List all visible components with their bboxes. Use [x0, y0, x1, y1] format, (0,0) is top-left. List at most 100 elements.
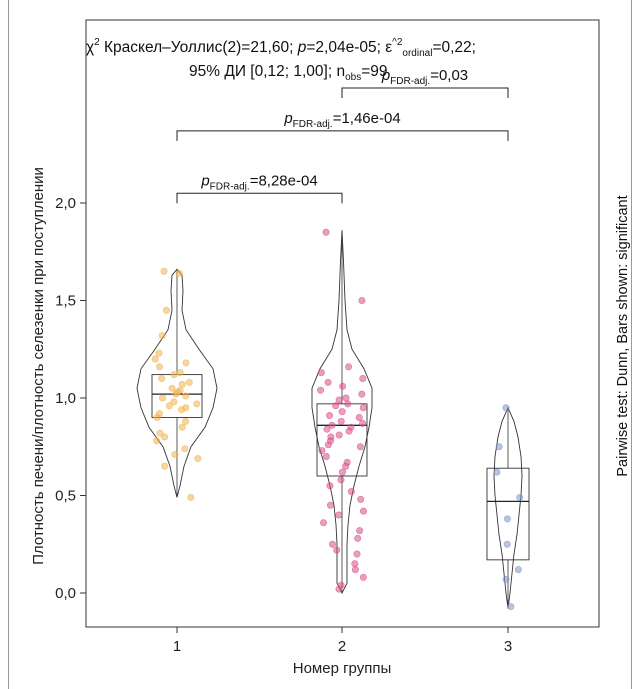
data-point-group-1: [158, 332, 166, 340]
figure-frame: [8, 0, 632, 689]
data-point-group-2: [342, 394, 350, 402]
data-point-group-2: [351, 566, 359, 574]
data-point-group-2: [333, 546, 341, 554]
data-point-group-2: [318, 447, 326, 455]
data-point-group-2: [339, 382, 347, 390]
data-point-group-3: [502, 575, 510, 583]
box-group-3: [486, 467, 530, 561]
data-point-group-2: [356, 443, 364, 451]
significance-bracket-2-3: [341, 87, 509, 98]
data-point-group-1: [162, 306, 170, 314]
data-point-group-1: [161, 462, 169, 470]
data-point-group-1: [182, 359, 190, 367]
data-point-group-2: [359, 404, 367, 412]
data-point-group-2: [335, 585, 343, 593]
data-point-group-3: [503, 540, 511, 548]
data-point-group-2: [355, 413, 363, 421]
data-point-group-1: [153, 437, 161, 445]
data-point-group-2: [345, 427, 353, 435]
data-point-group-2: [347, 488, 355, 496]
y-tick-label-3: 1,5: [55, 293, 76, 310]
data-point-group-2: [324, 378, 332, 386]
data-point-group-1: [176, 369, 184, 377]
y-axis-label: Плотность печени/плотность селезенки при…: [30, 167, 47, 565]
x-tick-label-1: 1: [173, 638, 181, 655]
data-point-group-2: [337, 417, 345, 425]
data-point-group-2: [345, 363, 353, 371]
data-point-group-2: [357, 495, 365, 503]
data-point-group-1: [160, 267, 168, 275]
significance-bracket-1-2: [176, 192, 343, 204]
data-point-group-2: [356, 527, 364, 535]
data-point-group-1: [175, 269, 183, 277]
chart-title-line1: χ2 Краскел–Уоллис(2)=21,60; p=2,04e-05; …: [86, 37, 476, 59]
data-point-group-2: [335, 431, 343, 439]
data-point-group-2: [359, 419, 367, 427]
data-point-group-1: [153, 413, 161, 421]
data-point-group-1: [185, 378, 193, 386]
data-point-group-2: [326, 482, 334, 490]
data-point-group-2: [359, 374, 367, 382]
x-axis-label: Номер группы: [293, 660, 392, 677]
chart-title-line2: 95% ДИ [0,12; 1,00]; nobs=99: [189, 63, 388, 83]
data-point-group-1: [161, 433, 169, 441]
data-point-group-1: [194, 454, 202, 462]
significance-label-1-2: pFDR-adj.=8,28e-04: [200, 172, 317, 192]
data-point-group-2: [342, 462, 350, 470]
data-point-group-1: [158, 394, 166, 402]
box-group-2: [316, 403, 368, 477]
data-point-group-1: [177, 406, 185, 414]
data-point-group-1: [155, 349, 163, 357]
data-point-group-2: [354, 534, 362, 542]
data-point-group-2: [317, 369, 325, 377]
data-point-group-3: [503, 515, 511, 523]
data-point-group-2: [335, 511, 343, 519]
significance-label-2-3: pFDR-adj.=0,03: [381, 67, 468, 87]
data-point-group-3: [516, 493, 524, 501]
data-point-group-2: [358, 390, 366, 398]
data-point-group-1: [170, 371, 178, 379]
data-point-group-1: [168, 384, 176, 392]
data-point-group-1: [193, 400, 201, 408]
data-point-group-2: [324, 441, 332, 449]
data-point-group-2: [338, 468, 346, 476]
y-tick-label-1: 0,5: [55, 488, 76, 505]
y-tick-label-2: 1,0: [55, 390, 76, 407]
data-point-group-3: [507, 603, 515, 611]
y-tick-label-0: 0,0: [55, 585, 76, 602]
x-tick-label-2: 2: [338, 638, 346, 655]
side-caption: Pairwise test: Dunn, Bars shown: signifi…: [615, 195, 631, 476]
data-point-group-2: [328, 421, 336, 429]
data-point-group-2: [335, 396, 343, 404]
data-point-group-1: [178, 380, 186, 388]
data-point-group-3: [495, 443, 503, 451]
data-point-group-3: [502, 404, 510, 412]
data-point-group-2: [353, 550, 361, 558]
data-point-group-3: [514, 566, 522, 574]
data-point-group-2: [323, 425, 331, 433]
significance-bracket-1-3: [176, 130, 509, 141]
data-point-group-2: [317, 386, 325, 394]
data-point-group-2: [322, 452, 330, 460]
data-point-group-1: [187, 493, 195, 501]
data-point-group-2: [338, 408, 346, 416]
data-point-group-2: [344, 400, 352, 408]
data-point-group-2: [322, 228, 330, 236]
data-point-group-1: [172, 390, 180, 398]
data-point-group-1: [165, 402, 173, 410]
data-point-group-2: [337, 476, 345, 484]
data-point-group-2: [319, 519, 327, 527]
data-point-group-1: [170, 398, 178, 406]
data-point-group-2: [359, 507, 367, 515]
data-point-group-2: [326, 501, 334, 509]
data-point-group-1: [158, 374, 166, 382]
data-point-group-1: [155, 363, 163, 371]
data-point-group-3: [493, 468, 501, 476]
x-tick-label-3: 3: [504, 638, 512, 655]
data-point-group-2: [332, 402, 340, 410]
data-point-group-2: [351, 560, 359, 568]
data-point-group-2: [358, 296, 366, 304]
data-point-group-2: [359, 573, 367, 581]
data-point-group-1: [151, 355, 159, 363]
